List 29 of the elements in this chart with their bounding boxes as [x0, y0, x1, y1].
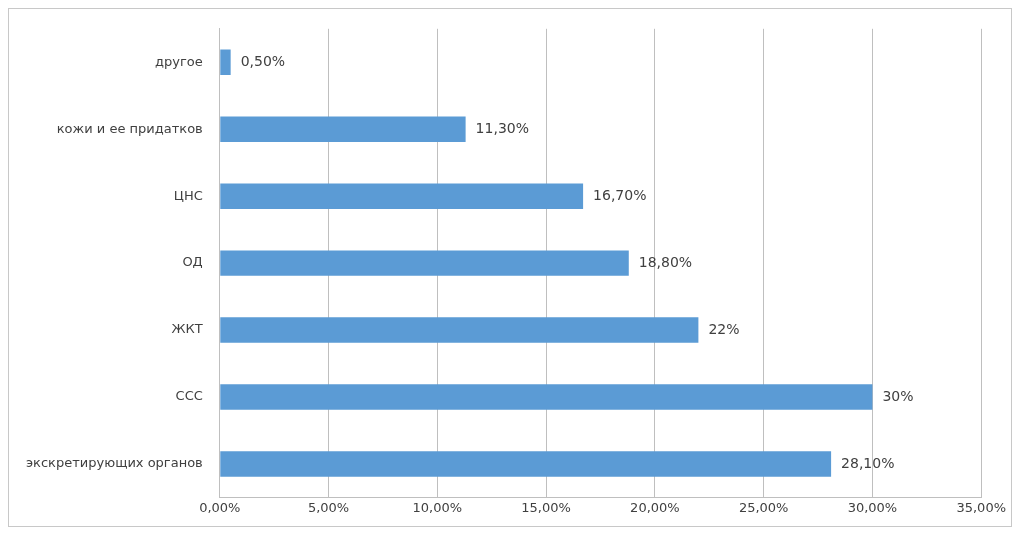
y-tick-label: ОД	[182, 254, 203, 270]
data-label: 16,70%	[593, 186, 647, 203]
bar	[220, 250, 629, 276]
y-tick-label: ЦНС	[173, 187, 203, 203]
y-tick-label: другое	[155, 53, 203, 69]
bar	[220, 384, 873, 410]
data-label: 30%	[882, 387, 914, 404]
bar	[220, 49, 231, 75]
x-tick-label: 35,00%	[956, 499, 1006, 515]
x-tick-label: 5,00%	[307, 499, 350, 515]
data-label: 28,10%	[841, 454, 895, 471]
data-label: 0,50%	[240, 52, 286, 69]
x-tick-label: 20,00%	[630, 499, 680, 515]
x-tick-label: 10,00%	[412, 499, 463, 515]
bar	[220, 183, 584, 209]
y-tick-label: ЖКТ	[171, 321, 203, 337]
y-tick-label: кожи и ее придатков	[56, 120, 203, 136]
bar	[220, 451, 832, 477]
bar	[220, 317, 699, 343]
x-tick-label: 25,00%	[738, 499, 789, 515]
bar	[220, 116, 466, 142]
data-label: 18,80%	[638, 253, 693, 270]
x-tick-label: 30,00%	[847, 499, 898, 515]
x-tick-label: 0,00%	[199, 499, 241, 515]
y-tick-label: ССС	[175, 388, 203, 404]
data-label: 22%	[708, 320, 740, 337]
x-tick-label: 15,00%	[521, 499, 571, 515]
data-label: 11,30%	[475, 119, 530, 136]
y-tick-label: экскретирующих органов	[25, 455, 203, 471]
